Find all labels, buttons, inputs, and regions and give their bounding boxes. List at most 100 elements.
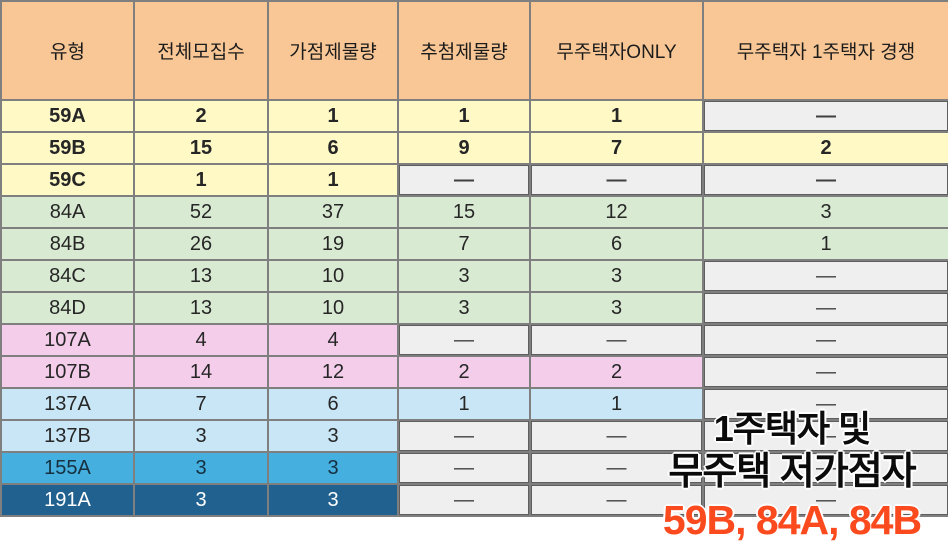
value-cell: 3 — [267, 451, 399, 485]
row-label: 59A — [0, 99, 135, 133]
table-row-137B: 137B 3 3— — — — [0, 419, 948, 453]
table-row-107A: 107A 4 4— — — — [0, 323, 948, 357]
value-cell: 3 — [529, 291, 704, 325]
value-cell: 10 — [267, 259, 399, 293]
value-cell: 14 — [133, 355, 269, 389]
value-cell: 9 — [397, 131, 531, 165]
table-row-84D: 84D 13 10 3 3— — [0, 291, 948, 325]
row-label: 137B — [0, 419, 135, 453]
value-cell: 3 — [133, 419, 269, 453]
empty-cell: — — [702, 99, 948, 133]
value-cell: 7 — [529, 131, 704, 165]
empty-cell: — — [702, 387, 948, 421]
empty-cell: — — [529, 483, 704, 517]
value-cell: 6 — [529, 227, 704, 261]
empty-cell: — — [529, 323, 704, 357]
value-cell: 2 — [133, 99, 269, 133]
empty-cell: — — [397, 451, 531, 485]
empty-cell: — — [702, 419, 948, 453]
column-header-1: 전체모집수 — [133, 0, 269, 101]
column-header-5: 무주택자 1주택자 경쟁 — [702, 0, 948, 101]
value-cell: 1 — [702, 227, 948, 261]
table-row-84C: 84C 13 10 3 3— — [0, 259, 948, 293]
value-cell: 37 — [267, 195, 399, 229]
value-cell: 12 — [529, 195, 704, 229]
allocation-table: 유형 전체모집수 가점제물량 추첨제물량 무주택자ONLY 무주택자 1주택자 경쟁 59… — [0, 0, 948, 517]
empty-cell: — — [702, 259, 948, 293]
empty-cell: — — [702, 163, 948, 197]
table-row-59C: 59C 1 1— — — — [0, 163, 948, 197]
value-cell: 10 — [267, 291, 399, 325]
value-cell: 13 — [133, 259, 269, 293]
value-cell: 2 — [397, 355, 531, 389]
value-cell: 6 — [267, 387, 399, 421]
table-row-59B: 59B 15 6 9 7 2 — [0, 131, 948, 165]
row-label: 84B — [0, 227, 135, 261]
empty-cell: — — [397, 323, 531, 357]
empty-cell: — — [702, 451, 948, 485]
value-cell: 1 — [397, 387, 531, 421]
table-row-59A: 59A 2 1 1 1— — [0, 99, 948, 133]
value-cell: 3 — [267, 483, 399, 517]
column-header-3: 추첨제물량 — [397, 0, 531, 101]
row-label: 107B — [0, 355, 135, 389]
value-cell: 15 — [397, 195, 531, 229]
table-row-137A: 137A 7 6 1 1— — [0, 387, 948, 421]
value-cell: 1 — [529, 387, 704, 421]
value-cell: 2 — [529, 355, 704, 389]
empty-cell: — — [397, 483, 531, 517]
empty-cell: — — [702, 483, 948, 517]
value-cell: 7 — [397, 227, 531, 261]
value-cell: 3 — [133, 483, 269, 517]
value-cell: 6 — [267, 131, 399, 165]
table-row-107B: 107B 14 12 2 2— — [0, 355, 948, 389]
table-row-84A: 84A 52 37 15 12 3 — [0, 195, 948, 229]
column-header-4: 무주택자ONLY — [529, 0, 704, 101]
empty-cell: — — [702, 323, 948, 357]
column-header-0: 유형 — [0, 0, 135, 101]
empty-cell: — — [529, 419, 704, 453]
value-cell: 15 — [133, 131, 269, 165]
row-label: 84C — [0, 259, 135, 293]
value-cell: 4 — [133, 323, 269, 357]
empty-cell: — — [702, 291, 948, 325]
value-cell: 52 — [133, 195, 269, 229]
value-cell: 3 — [702, 195, 948, 229]
row-label: 59B — [0, 131, 135, 165]
value-cell: 1 — [529, 99, 704, 133]
value-cell: 19 — [267, 227, 399, 261]
value-cell: 1 — [267, 163, 399, 197]
empty-cell: — — [702, 355, 948, 389]
empty-cell: — — [529, 451, 704, 485]
row-label: 107A — [0, 323, 135, 357]
row-label: 84D — [0, 291, 135, 325]
value-cell: 12 — [267, 355, 399, 389]
table-row-191A: 191A 3 3— — — — [0, 483, 948, 517]
empty-cell: — — [529, 163, 704, 197]
value-cell: 3 — [397, 291, 531, 325]
row-label: 84A — [0, 195, 135, 229]
value-cell: 13 — [133, 291, 269, 325]
row-label: 59C — [0, 163, 135, 197]
value-cell: 1 — [397, 99, 531, 133]
table-row-84B: 84B 26 19 7 6 1 — [0, 227, 948, 261]
value-cell: 7 — [133, 387, 269, 421]
value-cell: 2 — [702, 131, 948, 165]
column-header-2: 가점제물량 — [267, 0, 399, 101]
value-cell: 3 — [397, 259, 531, 293]
value-cell: 1 — [267, 99, 399, 133]
value-cell: 3 — [133, 451, 269, 485]
row-label: 191A — [0, 483, 135, 517]
empty-cell: — — [397, 163, 531, 197]
row-label: 155A — [0, 451, 135, 485]
table-row-155A: 155A 3 3— — — — [0, 451, 948, 485]
value-cell: 3 — [529, 259, 704, 293]
value-cell: 26 — [133, 227, 269, 261]
value-cell: 1 — [133, 163, 269, 197]
empty-cell: — — [397, 419, 531, 453]
header-row: 유형 전체모집수 가점제물량 추첨제물량 무주택자ONLY 무주택자 1주택자 경쟁 — [0, 0, 948, 101]
row-label: 137A — [0, 387, 135, 421]
value-cell: 4 — [267, 323, 399, 357]
value-cell: 3 — [267, 419, 399, 453]
